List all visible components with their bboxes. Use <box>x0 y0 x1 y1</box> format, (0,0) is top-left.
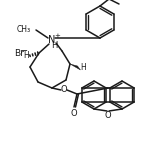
Text: CH₃: CH₃ <box>17 24 31 33</box>
Text: H: H <box>23 51 29 60</box>
Text: +: + <box>54 33 60 39</box>
Text: Br: Br <box>14 49 24 58</box>
Text: O: O <box>105 112 111 121</box>
Text: O: O <box>71 109 77 118</box>
Text: H: H <box>51 41 57 50</box>
Text: O: O <box>61 86 67 95</box>
Text: N: N <box>48 35 56 45</box>
Polygon shape <box>70 64 81 70</box>
Text: −: − <box>20 46 28 56</box>
Text: H: H <box>80 63 86 73</box>
